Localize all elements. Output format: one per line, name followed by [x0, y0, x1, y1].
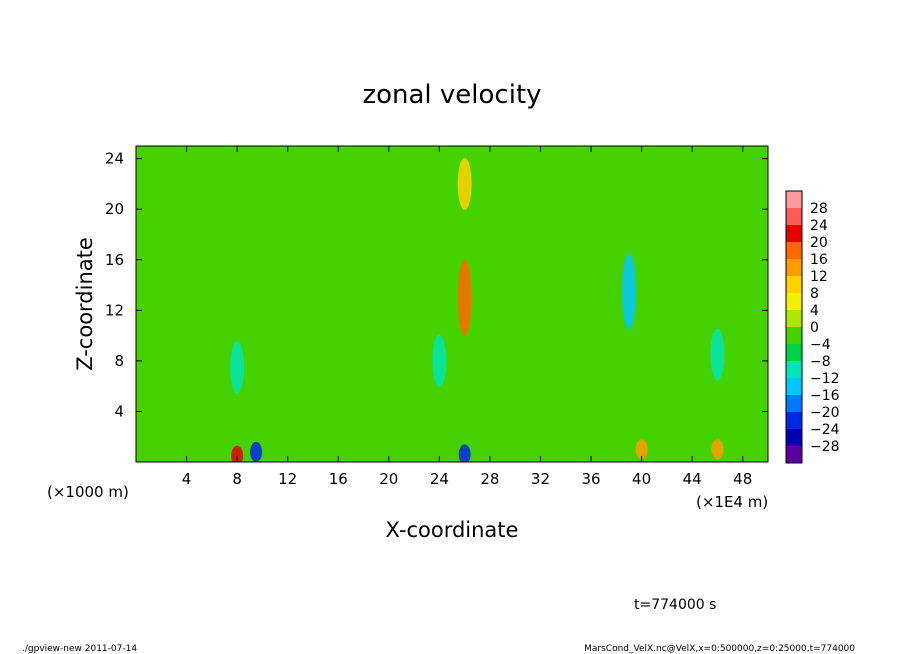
colorbar-label: 12 [810, 269, 828, 285]
heatmap-feature [621, 253, 636, 330]
colorbar-label: 24 [810, 218, 828, 234]
y-tick-label: 12 [105, 301, 124, 319]
x-tick-label: 8 [232, 470, 242, 488]
time-annotation: t=774000 s [634, 597, 716, 613]
colorbar-label: 0 [810, 320, 819, 336]
x-tick-label: 4 [182, 470, 192, 488]
colorbar-segment [786, 259, 802, 276]
colorbar-label: −12 [810, 371, 840, 387]
x-tick-label: 40 [632, 470, 651, 488]
y-tick-label: 8 [114, 352, 124, 370]
colorbar-label: −24 [810, 422, 840, 438]
x-tick-label: 20 [379, 470, 398, 488]
colorbar-label: 8 [810, 286, 819, 302]
colorbar-label: 28 [810, 201, 828, 217]
y-tick-label: 16 [105, 251, 124, 269]
colorbar-segment [786, 276, 802, 293]
heatmap-feature [457, 259, 472, 336]
colorbar-label: 4 [810, 303, 819, 319]
heatmap-feature [711, 439, 724, 460]
colorbar-segment [786, 395, 802, 412]
x-tick-label: 24 [430, 470, 449, 488]
colorbar-label: 20 [810, 235, 828, 251]
y-axis-label: Z-coordinate [73, 237, 97, 371]
colorbar-segment [786, 361, 802, 378]
heatmap-feature [250, 441, 263, 462]
colorbar-segment [786, 327, 802, 344]
heatmap-feature [458, 444, 471, 462]
colorbar-label: −28 [810, 439, 840, 455]
heatmap-feature [457, 157, 472, 210]
colorbar-segment [786, 293, 802, 310]
x-axis-label: X-coordinate [386, 518, 519, 542]
heatmap-feature [635, 439, 648, 460]
heatmap-field [136, 146, 768, 462]
colorbar-segment [786, 378, 802, 395]
y-tick-label: 20 [105, 200, 124, 218]
colorbar-segment [786, 344, 802, 361]
heatmap-feature [710, 328, 725, 381]
colorbar-label: −8 [810, 354, 831, 370]
colorbar-segment [786, 225, 802, 242]
colorbar-label: −20 [810, 405, 840, 421]
colorbar-label: −16 [810, 388, 840, 404]
colorbar-segment [786, 446, 802, 463]
colorbar-segment [786, 429, 802, 446]
x-tick-label: 48 [733, 470, 752, 488]
footer-left: ./gpview-new 2011-07-14 [22, 644, 137, 654]
heatmap-feature [231, 445, 244, 462]
x-tick-label: 16 [329, 470, 348, 488]
heatmap-feature [230, 341, 245, 394]
colorbar-segment [786, 191, 802, 208]
x-tick-label: 44 [683, 470, 702, 488]
colorbar-segment [786, 242, 802, 259]
colorbar-segment [786, 310, 802, 327]
footer-right: MarsCond_VelX.nc@VelX,x=0:500000,z=0:250… [584, 644, 855, 654]
y-tick-label: 4 [114, 402, 124, 420]
x-tick-label: 12 [278, 470, 297, 488]
x-axis: 4 8 12 16 20 24 28 32 36 40 44 48 [182, 146, 752, 488]
y-axis: 4 8 12 16 20 24 [105, 150, 768, 420]
x-tick-label: 36 [581, 470, 600, 488]
colorbar-label: 16 [810, 252, 828, 268]
colorbar-label: −4 [810, 337, 831, 353]
x-unit-label: (×1E4 m) [696, 493, 768, 511]
colorbar-segment [786, 208, 802, 225]
heatmap-feature [432, 334, 447, 387]
y-tick-label: 24 [105, 150, 124, 168]
chart-title: zonal velocity [362, 80, 541, 110]
y-unit-label: (×1000 m) [47, 483, 129, 501]
plot-frame [135, 145, 769, 463]
x-tick-label: 32 [531, 470, 550, 488]
x-tick-label: 28 [480, 470, 499, 488]
colorbar-segment [786, 412, 802, 429]
colorbar-frame [785, 190, 803, 464]
